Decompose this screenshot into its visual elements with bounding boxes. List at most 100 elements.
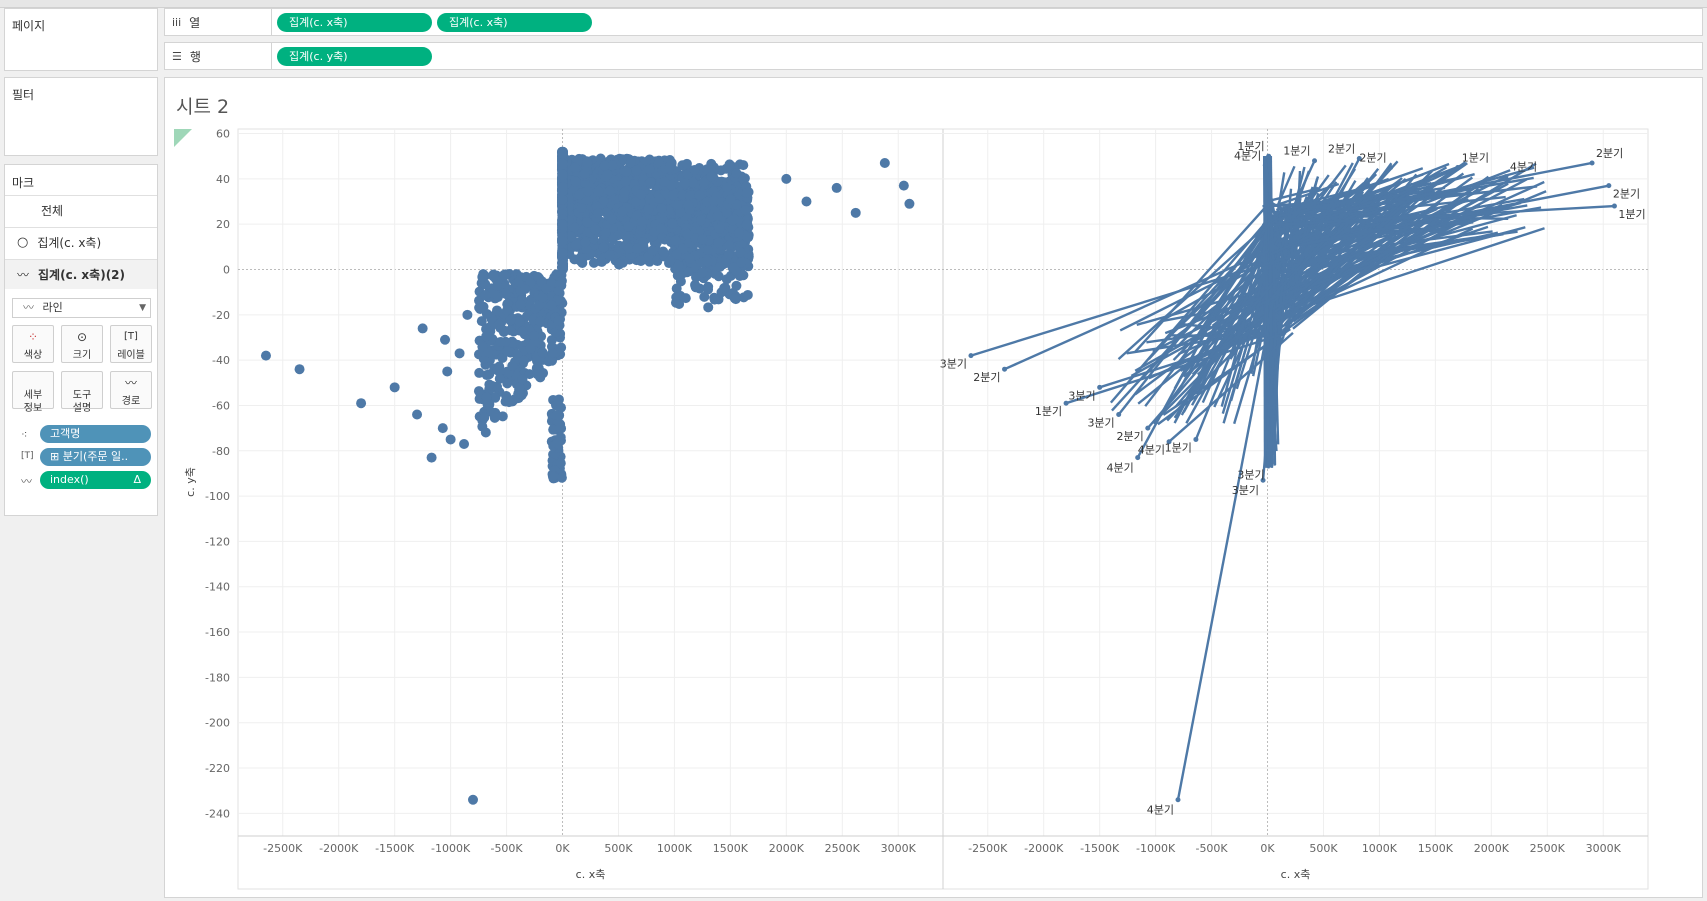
scatter-point [570, 239, 581, 250]
y-tick-label: -40 [212, 354, 230, 367]
scatter-point [664, 162, 675, 173]
scatter-point [635, 255, 646, 266]
path-line [1283, 187, 1480, 332]
scatter-point [697, 234, 708, 245]
label-field-pill[interactable]: ⊞ 분기(주문 일.. [40, 448, 151, 466]
point-label: 1분기 [1237, 140, 1264, 153]
scatter-point [643, 204, 654, 215]
point-label: 3분기 [1068, 389, 1095, 402]
scatter-point [504, 397, 515, 408]
scatter-point [517, 374, 528, 385]
pages-label: 페이지 [12, 19, 46, 33]
scatter-point [557, 159, 568, 170]
scatter-point [570, 176, 581, 187]
size-button[interactable]: ⊙ 크기 [61, 325, 103, 363]
scatter-point [502, 305, 513, 316]
scatter-point [671, 249, 682, 260]
scatter-point [667, 218, 678, 229]
marks-all-row[interactable]: 전체 [5, 195, 157, 225]
scatter-point [709, 294, 720, 305]
rows-pill-1[interactable]: 집계(c. y축) [277, 47, 432, 66]
scatter-point [689, 164, 700, 175]
columns-shelf[interactable]: iii 열 집계(c. x축) 집계(c. x축) [164, 8, 1703, 36]
filters-panel[interactable]: 필터 [4, 77, 158, 156]
detail-button[interactable]: 세부 정보 [12, 371, 54, 414]
detail-field-pill[interactable]: 고객명 [40, 425, 151, 443]
columns-pill-1[interactable]: 집계(c. x축) [277, 13, 432, 32]
scatter-point [481, 392, 492, 403]
scatter-point [502, 346, 513, 357]
sheet-title: 시트 2 [176, 96, 230, 118]
scatter-point [593, 186, 604, 197]
path-line [1263, 156, 1271, 451]
scatter-point [638, 237, 649, 248]
scatter-point [518, 355, 529, 366]
path-line [1275, 161, 1593, 225]
marks-layer1-row[interactable]: ○ 집계(c. x축) [5, 227, 157, 257]
label-button[interactable]: [T] 레이블 [110, 325, 152, 363]
scatter-point [617, 206, 628, 217]
scatter-point [480, 427, 491, 438]
rows-shelf[interactable]: ☰ 행 집계(c. y축) [164, 42, 1703, 70]
scatter-point [356, 398, 367, 409]
x-tick-label: 2000K [1474, 842, 1510, 855]
color-button[interactable]: ⁘ 색상 [12, 325, 54, 363]
scatter-point [598, 242, 609, 253]
scatter-point [488, 271, 499, 282]
scatter-point [260, 350, 271, 361]
scatter-point [514, 316, 525, 327]
x-tick-label: -1000K [431, 842, 471, 855]
scatter-point [551, 410, 562, 421]
circle-icon: ○ [17, 235, 29, 250]
path-line [1133, 202, 1270, 354]
label-t-icon: [T] [124, 331, 138, 342]
scatter-point [459, 438, 470, 449]
scatter-point [497, 411, 508, 422]
scatter-point [703, 284, 714, 295]
scatter-point [683, 266, 694, 277]
scatter-point [713, 237, 724, 248]
scatter-point [712, 210, 723, 221]
scatter-point [673, 260, 684, 271]
scatter-point [654, 193, 665, 204]
point-label: 1분기 [1165, 441, 1192, 454]
marks-layer2-label: 집계(c. x축)(2) [38, 268, 126, 282]
scatter-point [721, 163, 732, 174]
scatter-point [677, 243, 688, 254]
scatter-point [576, 203, 587, 214]
scatter-point [655, 223, 666, 234]
scatter-point [738, 173, 749, 184]
color-dots-icon: ⁘ [27, 330, 39, 344]
path-field-pill[interactable]: index() Δ [40, 471, 151, 489]
tooltip-button[interactable]: 도구 설명 [61, 371, 103, 414]
path-button[interactable]: 〰 경로 [110, 371, 152, 409]
x-tick-label: -1000K [1136, 842, 1176, 855]
scatter-point [557, 236, 568, 247]
mark-type-dropdown[interactable]: 〰 라인 ▼ [12, 298, 151, 318]
path-line [1291, 162, 1354, 278]
marks-layer2-row[interactable]: 〰 집계(c. x축)(2) [5, 259, 157, 289]
scatter-point [553, 395, 564, 406]
path-point [1193, 436, 1199, 442]
x-tick-label: 3000K [881, 842, 917, 855]
scatter-point [426, 452, 437, 463]
point-label: 2분기 [1328, 142, 1355, 155]
path-line [1173, 225, 1278, 424]
scatter-point [667, 190, 678, 201]
columns-pill-2[interactable]: 집계(c. x축) [437, 13, 592, 32]
scatter-point [679, 178, 690, 189]
scatter-point [546, 300, 557, 311]
scatter-point [580, 237, 591, 248]
point-label: 4분기 [1147, 804, 1174, 817]
path-icon: 〰 [124, 376, 137, 390]
scatter-point [695, 215, 706, 226]
scatter-point [557, 182, 568, 193]
scatter-point [493, 319, 504, 330]
scatter-point [417, 323, 428, 334]
x-tick-label: -500K [490, 842, 523, 855]
point-label: 3분기 [1087, 417, 1114, 430]
scatter-point [517, 326, 528, 337]
scatter-point [537, 347, 548, 358]
scatter-point [698, 177, 709, 188]
